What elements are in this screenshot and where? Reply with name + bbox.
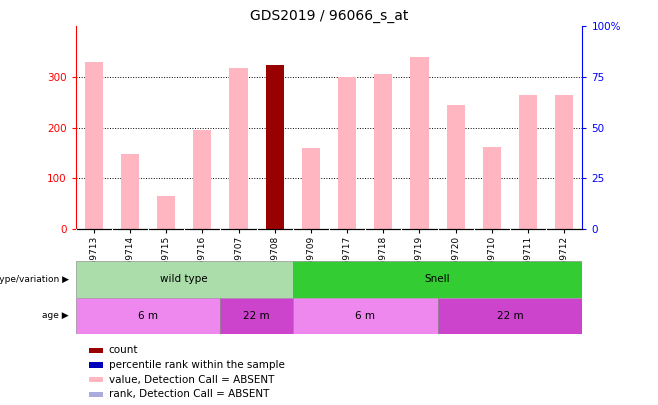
Text: 22 m: 22 m [243,311,270,321]
Bar [121,154,139,229]
Text: wild type: wild type [161,275,208,284]
Bar [89,362,103,368]
Text: age ▶: age ▶ [43,311,69,320]
Bar [85,62,103,229]
Bar [76,298,220,334]
Text: genotype/variation ▶: genotype/variation ▶ [0,275,69,284]
Text: 6 m: 6 m [355,311,375,321]
Bar [76,261,293,298]
Text: count: count [109,345,138,355]
Bar [293,298,438,334]
Bar [230,68,247,229]
Bar [374,75,392,229]
Bar [447,105,465,229]
Bar [220,298,293,334]
Bar [438,298,582,334]
Text: 22 m: 22 m [497,311,523,321]
Bar [266,65,284,229]
Text: Snell: Snell [425,275,450,284]
Text: value, Detection Call = ABSENT: value, Detection Call = ABSENT [109,375,274,385]
Text: percentile rank within the sample: percentile rank within the sample [109,360,284,370]
Title: GDS2019 / 96066_s_at: GDS2019 / 96066_s_at [250,9,408,23]
Bar [157,196,175,229]
Bar [519,95,537,229]
Bar [411,57,428,229]
Bar [193,130,211,229]
Text: 6 m: 6 m [138,311,158,321]
Bar [302,148,320,229]
Bar [89,392,103,397]
Bar [338,77,356,229]
Bar [293,261,582,298]
Bar [89,347,103,353]
Text: rank, Detection Call = ABSENT: rank, Detection Call = ABSENT [109,389,269,399]
Bar [555,95,573,229]
Bar [483,147,501,229]
Bar [89,377,103,382]
